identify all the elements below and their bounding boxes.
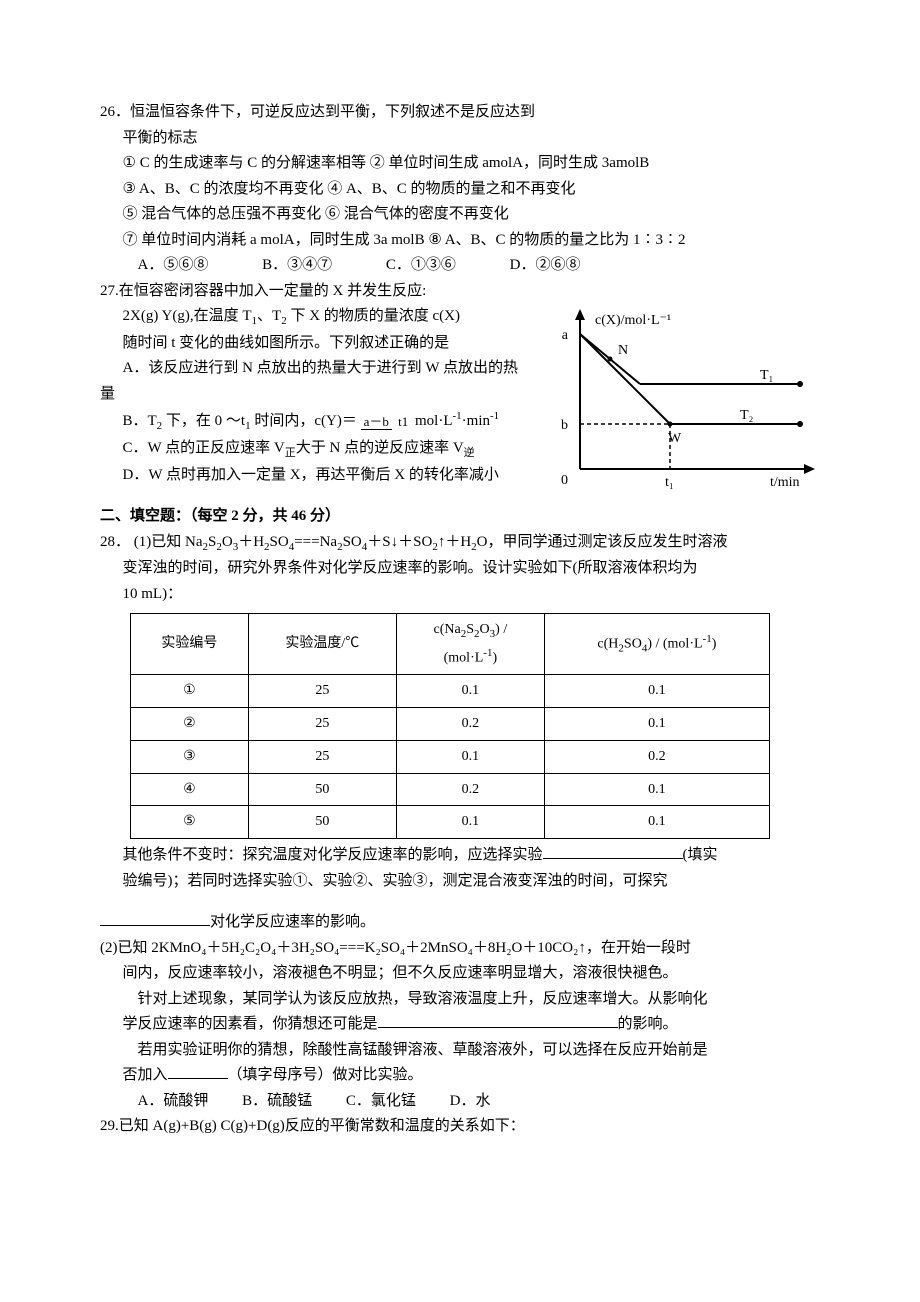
q26-opt-c: C．①③⑥: [386, 253, 456, 279]
w-point: [668, 422, 673, 427]
y-arrow: [575, 309, 585, 320]
q28-2-4: 学反应速率的因素看，你猜想还可能是的影响。: [100, 1012, 830, 1038]
q28-2-opt-d: D．水: [450, 1089, 491, 1115]
q26-cond-4: ⑦ 单位时间内消耗 a molA，同时生成 3a molB ⑧ A、B、C 的物…: [100, 228, 830, 254]
q28-2-opt-b: B．硫酸锰: [242, 1089, 312, 1115]
b-label: b: [561, 418, 568, 433]
n-label: N: [618, 343, 628, 358]
frac-num: a－b: [361, 414, 392, 430]
q28-2-opt-a: A．硫酸钾: [138, 1089, 209, 1115]
q26-cond-2: ③ A、B、C 的浓度均不再变化 ④ A、B、C 的物质的量之和不再变化: [100, 177, 830, 203]
x-axis-label: t/min: [770, 475, 800, 490]
th-c1: c(Na2S2O3) /(mol·L-1): [396, 614, 544, 675]
table-row: ④500.20.1: [131, 773, 770, 806]
q29-stem: 29.已知 A(g)+B(g) C(g)+D(g)反应的平衡常数和温度的关系如下…: [100, 1114, 830, 1140]
th-temp: 实验温度/℃: [248, 614, 396, 675]
q26-opt-b: B．③④⑦: [262, 253, 332, 279]
q29-stem-text: 已知 A(g)+B(g) C(g)+D(g)反应的平衡常数和温度的关系如下：: [119, 1118, 525, 1134]
th-c2: c(H2SO4) / (mol·L-1): [544, 614, 769, 675]
q26-stem-1: 26．恒温恒容条件下，可逆反应达到平衡，下列叙述不是反应达到: [100, 100, 830, 126]
blank-4: [168, 1063, 228, 1079]
q28-p3: 10 mL)：: [100, 582, 830, 608]
q28-after-1: 其他条件不变时：探究温度对化学反应速率的影响，应选择实验(填实: [100, 843, 830, 869]
q27-stem-1: 27.在恒容密闭容器中加入一定量的 X 并发生反应:: [100, 279, 830, 305]
q26-opt-d: D．②⑥⑧: [510, 253, 581, 279]
q28-after-2: 验编号)；若同时选择实验①、实验②、实验③，测定混合液变浑浊的时间，可探究: [100, 869, 830, 895]
zero-label: 0: [561, 473, 568, 488]
frac-den: t1: [395, 414, 411, 429]
q26-options: A．⑤⑥⑧ B．③④⑦ C．①③⑥ D．②⑥⑧: [100, 253, 830, 279]
blank-2: [100, 910, 210, 926]
q28-2-5: 若用实验证明你的猜想，除酸性高锰酸钾溶液、草酸溶液外，可以选择在反应开始前是: [100, 1038, 830, 1064]
experiment-table: 实验编号 实验温度/℃ c(Na2S2O3) /(mol·L-1) c(H2SO…: [130, 613, 770, 839]
th-id: 实验编号: [131, 614, 249, 675]
table-row: ①250.10.1: [131, 675, 770, 708]
q28-after-3: 对化学反应速率的影响。: [100, 910, 830, 936]
t2-end: [797, 421, 803, 427]
x-arrow: [804, 464, 815, 474]
t2-label: T₂: [740, 408, 754, 423]
concentration-chart: a b 0 N W T₁ T₂ t₁: [540, 304, 830, 504]
q29-number: 29.: [100, 1118, 119, 1134]
q28-p2: 变浑浊的时间，研究外界条件对化学反应速率的影响。设计实验如下(所取溶液体积均为: [100, 556, 830, 582]
q28-p1: 28． (1)已知 Na2S2O3＋H2SO4===Na2SO4＋S↓＋SO2↑…: [100, 530, 830, 557]
q27-stem-text: 在恒容密闭容器中加入一定量的 X 并发生反应:: [119, 283, 427, 299]
w-label: W: [668, 431, 682, 446]
y-axis-label: c(X)/mol·L⁻¹: [595, 313, 671, 328]
t1-end: [797, 381, 803, 387]
t1-label: T₁: [760, 368, 773, 383]
table-header: 实验编号 实验温度/℃ c(Na2S2O3) /(mol·L-1) c(H2SO…: [131, 614, 770, 675]
table-row: ⑤500.10.1: [131, 806, 770, 839]
q27-number: 27.: [100, 283, 119, 299]
section-2-head: 二、填空题：（每空 2 分，共 46 分）: [100, 504, 830, 530]
table-row: ②250.20.1: [131, 707, 770, 740]
blank-3: [378, 1012, 618, 1028]
q28-2-opt-c: C．氯化锰: [346, 1089, 416, 1115]
fraction: a－b t1: [361, 415, 412, 429]
q26-cond-1: ① C 的生成速率与 C 的分解速率相等 ② 单位时间生成 amolA，同时生成…: [100, 151, 830, 177]
q26-number: 26．: [100, 104, 130, 120]
q28-number: 28．: [100, 534, 130, 550]
t1-tick: t₁: [665, 475, 674, 490]
q28-2-1: (2)已知 2KMnO₄＋5H₂C₂O₄＋3H₂SO₄===K₂SO₄＋2MnS…: [100, 936, 830, 962]
q28-2-options: A．硫酸钾 B．硫酸锰 C．氯化锰 D．水: [100, 1089, 830, 1115]
q26-stem-2: 平衡的标志: [100, 126, 830, 152]
q26-cond-3: ⑤ 混合气体的总压强不再变化 ⑥ 混合气体的密度不再变化: [100, 202, 830, 228]
q26-stem-text: 恒温恒容条件下，可逆反应达到平衡，下列叙述不是反应达到: [130, 104, 535, 120]
q28-2-6: 否加入（填字母序号）做对比实验。: [100, 1063, 830, 1089]
a-label: a: [562, 328, 569, 343]
q28-2-2: 间内，反应速率较小，溶液褪色不明显；但不久反应速率明显增大，溶液很快褪色。: [100, 961, 830, 987]
n-point: [608, 357, 613, 362]
blank-1: [543, 843, 683, 859]
chart-svg: a b 0 N W T₁ T₂ t₁: [540, 304, 830, 504]
q26-opt-a: A．⑤⑥⑧: [138, 253, 209, 279]
table-row: ③250.10.2: [131, 740, 770, 773]
q28-2-3: 针对上述现象，某同学认为该反应放热，导致溶液温度上升，反应速率增大。从影响化: [100, 987, 830, 1013]
